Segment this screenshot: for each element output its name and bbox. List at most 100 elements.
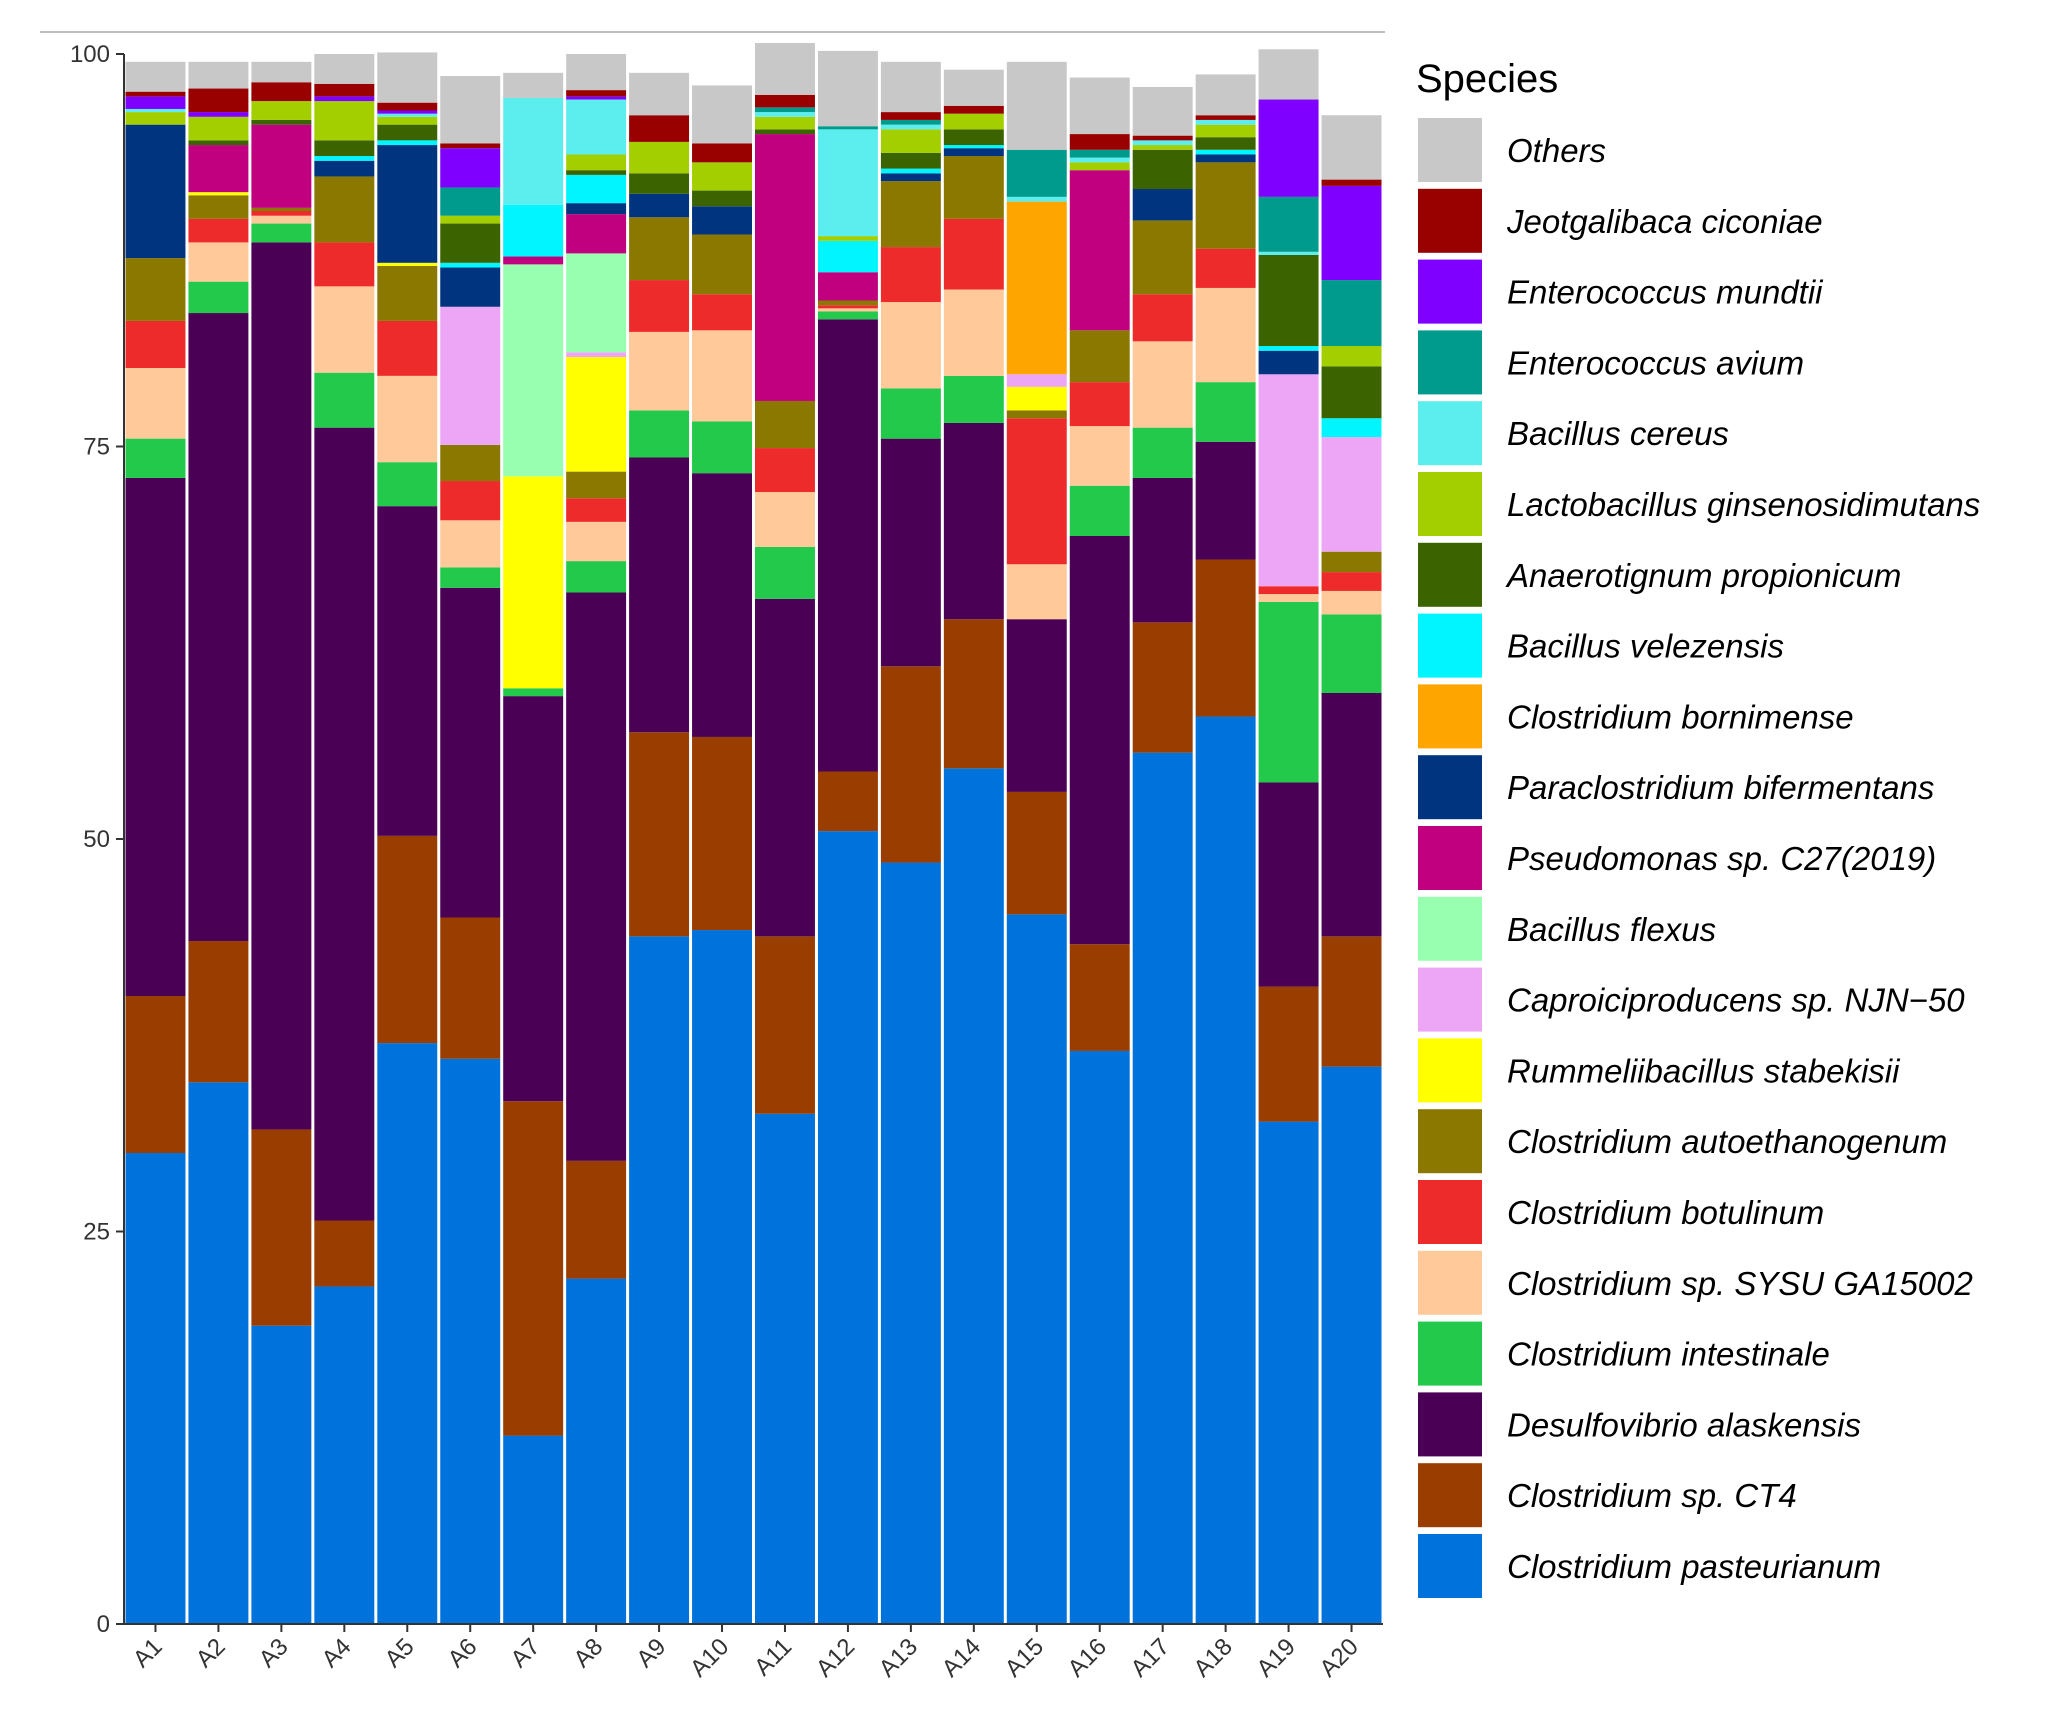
bar-segment-a11-anaerotignum-propionicum — [755, 129, 815, 135]
bar-segment-a3-desulfovibrio-alaskensis — [251, 242, 312, 1130]
legend-label-clostridium-sp-ct4: Clostridium sp. CT4 — [1507, 1477, 1797, 1514]
legend-label-bacillus-cereus: Bacillus cereus — [1507, 415, 1729, 452]
bar-segment-a3-clostridium-intestinale — [251, 223, 312, 243]
bar-segment-a15-desulfovibrio-alaskensis — [1006, 619, 1067, 792]
legend-key-lactobacillus-ginsenosidimutans — [1418, 472, 1482, 536]
bar-segment-a6-enterococcus-avium — [440, 187, 501, 216]
bar-segment-a20-caproiciproducens-sp-njn-50 — [1321, 437, 1382, 552]
bar-segment-a14-lactobacillus-ginsenosidimutans — [943, 113, 1004, 130]
bar-segment-a13-bacillus-cereus — [880, 124, 941, 130]
bar-segment-a9-clostridium-pasteurianum — [629, 936, 690, 1624]
bar-segment-a20-lactobacillus-ginsenosidimutans — [1321, 346, 1382, 367]
bar-segment-a3-clostridium-sp-ct4 — [251, 1129, 312, 1326]
bar-segment-a4-bacillus-velezensis — [314, 156, 375, 161]
bar-segment-a10-clostridium-sp-sysu-ga15002 — [692, 330, 752, 422]
bar-segment-a1-paraclostridium-bifermentans — [125, 124, 186, 259]
legend-key-anaerotignum-propionicum — [1418, 542, 1482, 607]
bar-segment-a13-clostridium-botulinum — [880, 247, 941, 303]
bar-segment-a12-enterococcus-avium — [817, 126, 878, 130]
legend-key-bacillus-cereus — [1418, 401, 1482, 466]
bar-segment-a6-lactobacillus-ginsenosidimutans — [440, 215, 501, 224]
bar-segment-a12-clostridium-sp-ct4 — [817, 771, 878, 832]
bar-segment-a12-clostridium-pasteurianum — [817, 831, 878, 1624]
bars-group — [125, 43, 1382, 1624]
bar-segment-a8-clostridium-pasteurianum — [566, 1278, 627, 1624]
bar-segment-a13-lactobacillus-ginsenosidimutans — [880, 129, 941, 153]
bar-segment-a15-others — [1006, 61, 1067, 150]
bar-segment-a5-paraclostridium-bifermentans — [377, 145, 438, 263]
bar-segment-a5-anaerotignum-propionicum — [377, 124, 438, 141]
bar-segment-a9-jeotgalibaca-ciconiae — [629, 115, 690, 142]
bar-segment-a6-paraclostridium-bifermentans — [440, 267, 501, 307]
bar-segment-a8-clostridium-botulinum — [566, 498, 627, 522]
bar-segment-a6-desulfovibrio-alaskensis — [440, 587, 501, 918]
bar-segment-a1-bacillus-cereus — [125, 108, 186, 113]
bar-segment-a11-clostridium-sp-sysu-ga15002 — [755, 492, 815, 547]
legend-label-rummeliibacillus-stabekisii: Rummeliibacillus stabekisii — [1507, 1052, 1901, 1089]
bar-segment-a18-bacillus-velezensis — [1195, 149, 1256, 155]
bar-segment-a13-clostridium-sp-ct4 — [880, 666, 941, 863]
bar-segment-a15-rummeliibacillus-stabekisii — [1006, 386, 1067, 411]
bar-segment-a8-clostridium-sp-sysu-ga15002 — [566, 521, 627, 562]
bar-segment-a2-pseudomonas-sp-c27-2019 — [188, 145, 249, 193]
bar-segment-a2-clostridium-pasteurianum — [188, 1082, 249, 1624]
bar-segment-a11-others — [755, 43, 815, 95]
bar-segment-a14-desulfovibrio-alaskensis — [943, 422, 1004, 620]
bar-segment-a10-clostridium-autoethanogenum — [692, 234, 752, 295]
legend-key-enterococcus-mundtii — [1418, 259, 1482, 324]
bar-segment-a18-clostridium-intestinale — [1195, 382, 1256, 442]
bar-segment-a20-clostridium-botulinum — [1321, 572, 1382, 591]
bar-segment-a1-clostridium-sp-sysu-ga15002 — [125, 368, 186, 439]
legend-key-desulfovibrio-alaskensis — [1418, 1392, 1482, 1457]
bar-segment-a18-clostridium-sp-ct4 — [1195, 559, 1256, 717]
bar-segment-a4-clostridium-pasteurianum — [314, 1286, 375, 1624]
legend-key-bacillus-velezensis — [1418, 613, 1482, 678]
legend-label-paraclostridium-bifermentans: Paraclostridium bifermentans — [1507, 769, 1934, 806]
legend-label-clostridium-autoethanogenum: Clostridium autoethanogenum — [1507, 1123, 1947, 1160]
legend-label-bacillus-flexus: Bacillus flexus — [1507, 911, 1716, 948]
bar-segment-a7-rummeliibacillus-stabekisii — [503, 476, 564, 689]
bar-segment-a17-clostridium-intestinale — [1132, 427, 1193, 478]
bar-segment-a17-clostridium-sp-ct4 — [1132, 622, 1193, 753]
bar-segment-a1-clostridium-botulinum — [125, 320, 186, 368]
bar-segment-a8-lactobacillus-ginsenosidimutans — [566, 154, 627, 171]
bar-segment-a6-clostridium-sp-sysu-ga15002 — [440, 520, 501, 568]
bar-segment-a3-clostridium-botulinum — [251, 211, 312, 216]
bar-segment-a15-clostridium-sp-sysu-ga15002 — [1006, 564, 1067, 620]
bar-segment-a6-others — [440, 75, 501, 144]
bar-segment-a16-clostridium-pasteurianum — [1069, 1050, 1130, 1624]
bar-segment-a13-bacillus-velezensis — [880, 168, 941, 174]
bar-segment-a14-jeotgalibaca-ciconiae — [943, 105, 1004, 114]
bar-segment-a18-others — [1195, 74, 1256, 116]
bar-segment-a17-clostridium-autoethanogenum — [1132, 220, 1193, 295]
bar-segment-a10-lactobacillus-ginsenosidimutans — [692, 162, 752, 191]
x-tick-label-a5: A5 — [380, 1633, 420, 1673]
bar-segment-a5-lactobacillus-ginsenosidimutans — [377, 116, 438, 125]
bar-segment-a20-jeotgalibaca-ciconiae — [1321, 179, 1382, 186]
bar-segment-a18-clostridium-pasteurianum — [1195, 716, 1256, 1624]
bar-segment-a17-others — [1132, 86, 1193, 136]
bar-segment-a2-enterococcus-mundtii — [188, 112, 249, 117]
bar-segment-a10-jeotgalibaca-ciconiae — [692, 143, 752, 163]
bar-segment-a2-clostridium-intestinale — [188, 281, 249, 314]
bar-segment-a20-enterococcus-avium — [1321, 280, 1382, 347]
bar-segment-a18-lactobacillus-ginsenosidimutans — [1195, 124, 1256, 138]
legend-label-lactobacillus-ginsenosidimutans: Lactobacillus ginsenosidimutans — [1507, 486, 1980, 523]
x-tick-label-a9: A9 — [631, 1633, 671, 1673]
bar-segment-a6-clostridium-pasteurianum — [440, 1058, 501, 1624]
bar-segment-a20-bacillus-velezensis — [1321, 418, 1382, 438]
bar-segment-a8-clostridium-autoethanogenum — [566, 471, 627, 499]
bar-segment-a1-desulfovibrio-alaskensis — [125, 477, 186, 996]
bar-segment-a11-clostridium-botulinum — [755, 448, 815, 493]
bar-segment-a5-clostridium-autoethanogenum — [377, 265, 438, 321]
bar-segment-a7-desulfovibrio-alaskensis — [503, 696, 564, 1102]
bar-segment-a2-anaerotignum-propionicum — [188, 140, 249, 146]
bar-segment-a5-clostridium-botulinum — [377, 320, 438, 376]
bar-segment-a11-desulfovibrio-alaskensis — [755, 598, 815, 937]
bar-segment-a1-enterococcus-mundtii — [125, 96, 186, 109]
bar-segment-a18-anaerotignum-propionicum — [1195, 137, 1256, 150]
bar-segment-a8-paraclostridium-bifermentans — [566, 203, 627, 215]
bar-segment-a5-desulfovibrio-alaskensis — [377, 506, 438, 836]
bar-segment-a1-clostridium-pasteurianum — [125, 1153, 186, 1624]
